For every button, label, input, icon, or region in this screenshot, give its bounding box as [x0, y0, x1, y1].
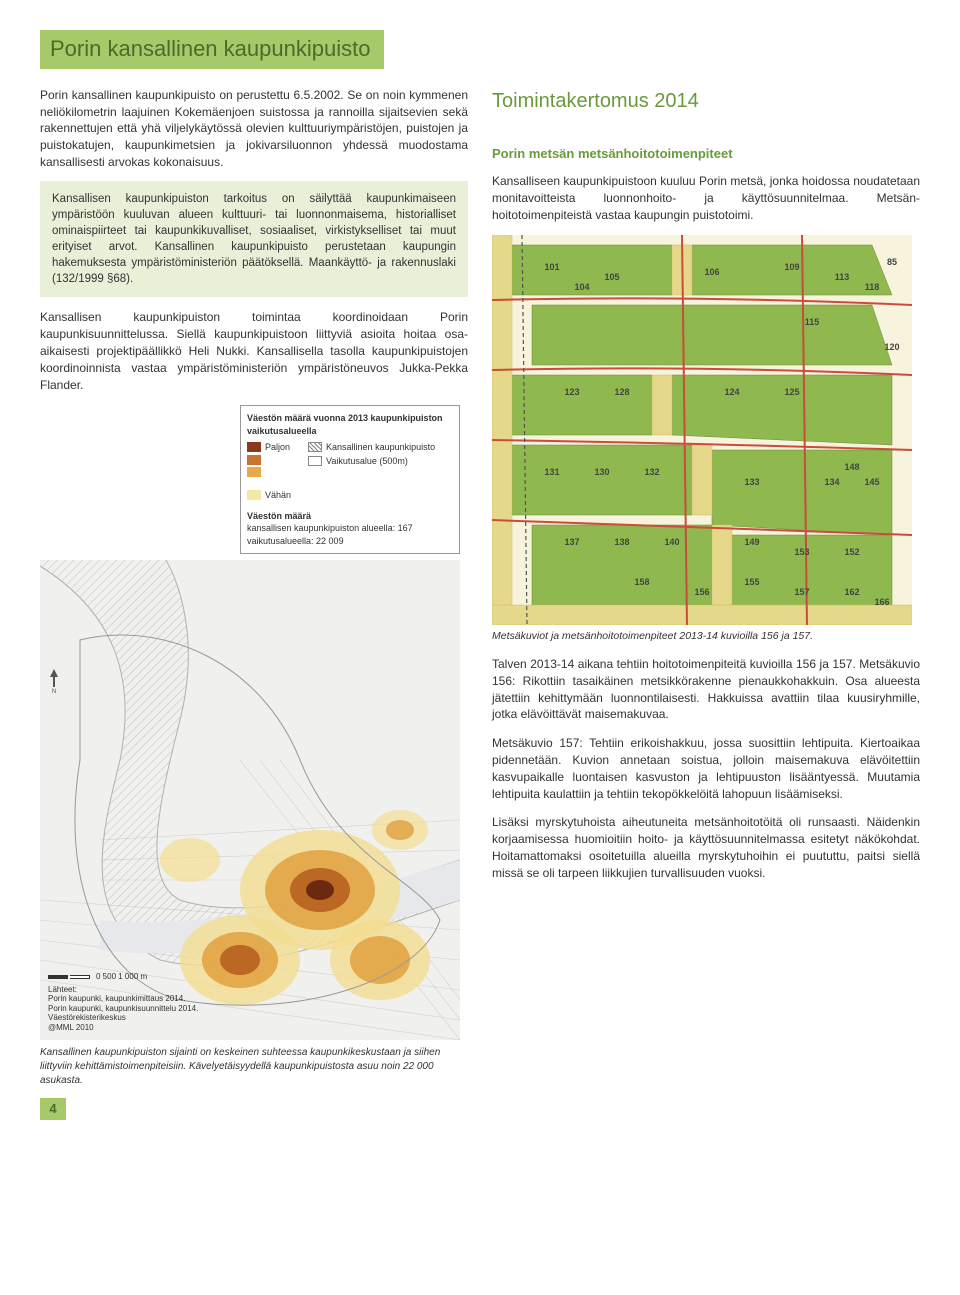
kuvio-label: 106 [704, 267, 719, 277]
swatch-kkp [308, 442, 322, 452]
swatch-vaik [308, 456, 322, 466]
kuvio-label: 130 [594, 467, 609, 477]
kuvio-label: 131 [544, 467, 559, 477]
info-box: Kansallisen kaupunkipuiston tarkoitus on… [40, 181, 468, 298]
para-157: Metsäkuvio 157: Tehtiin erikoishakkuu, j… [492, 735, 920, 802]
right-intro: Kansalliseen kaupunkipuistoon kuuluu Por… [492, 173, 920, 223]
left-column: Porin kansallinen kaupunkipuisto on peru… [40, 87, 468, 1089]
kuvio-label: 113 [835, 272, 850, 282]
kuvio-label: 149 [744, 537, 759, 547]
svg-text:N: N [52, 689, 56, 695]
forest-map: 101 104 105 106 109 113 118 115 120 123 128 124 125 1… [492, 235, 912, 625]
right-column: Toimintakertomus 2014 Porin metsän metsä… [492, 87, 920, 1089]
src4: @MML 2010 [48, 1023, 198, 1033]
kuvio-label: 148 [844, 462, 859, 472]
legend-vaik: Vaikutusalue (500m) [326, 455, 408, 468]
swatch-paljon [247, 442, 261, 452]
scale-label: 0 500 1 000 m [96, 972, 147, 982]
kuvio-label: 134 [824, 477, 839, 487]
legend-kkp: Kansallinen kaupunkipuisto [326, 441, 435, 454]
page-title: Porin kansallinen kaupunkipuisto [40, 30, 384, 69]
kuvio-label: 123 [564, 387, 579, 397]
legend-stat1: kansallisen kaupunkipuiston alueella: 16… [247, 522, 453, 535]
sources-title: Lähteet: [48, 985, 198, 995]
legend-vahan: Vähän [265, 489, 291, 502]
kuvio-label: 128 [614, 387, 629, 397]
kuvio-label: 109 [784, 262, 799, 272]
kuvio-label: 138 [614, 537, 629, 547]
kuvio-label: 101 [544, 262, 559, 272]
kuvio-label: 137 [564, 537, 579, 547]
kuvio-label: 118 [865, 282, 880, 292]
kuvio-label: 153 [794, 547, 809, 557]
kuvio-label: 166 [874, 597, 889, 607]
swatch-mid1 [247, 455, 261, 465]
coord-para: Kansallisen kaupunkipuiston toimintaa ko… [40, 309, 468, 393]
src2: Porin kaupunki, kaupunkisuunnittelu 2014… [48, 1004, 198, 1014]
para-lisaksi: Lisäksi myrskytuhoista aiheutuneita mets… [492, 814, 920, 881]
swatch-vahan [247, 490, 261, 500]
kuvio-label: 115 [805, 317, 820, 327]
kuvio-label: 124 [724, 387, 739, 397]
legend-stats-title: Väestön määrä [247, 510, 453, 523]
kuvio-label: 85 [887, 257, 897, 267]
swatch-mid2 [247, 467, 261, 477]
kuvio-label: 105 [604, 272, 619, 282]
legend-title: Väestön määrä vuonna 2013 kaupunkipuisto… [247, 412, 453, 437]
map2-caption: Metsäkuviot ja metsänhoitotoimenpiteet 2… [492, 629, 920, 644]
legend-paljon: Paljon [265, 441, 290, 454]
map1-sources: N 0 500 1 000 m Lähteet: Porin kaupunki,… [48, 669, 198, 1032]
population-map: N 0 500 1 000 m Lähteet: Porin kaupunki,… [40, 560, 460, 1040]
right-heading: Toimintakertomus 2014 [492, 87, 920, 115]
kuvio-label: 104 [574, 282, 589, 292]
src1: Porin kaupunki, kaupunkimittaus 2014. [48, 994, 198, 1004]
kuvio-label: 132 [644, 467, 659, 477]
kuvio-label: 125 [784, 387, 799, 397]
right-subheading: Porin metsän metsänhoitotoimenpiteet [492, 145, 920, 163]
kuvio-label: 155 [744, 577, 759, 587]
kuvio-label: 158 [634, 577, 649, 587]
kuvio-label: 162 [844, 587, 859, 597]
map1-caption: Kansallinen kaupunkipuiston sijainti on … [40, 1046, 460, 1088]
kuvio-label: 157 [794, 587, 809, 597]
kuvio-label: 152 [844, 547, 859, 557]
kuvio-label: 145 [864, 477, 879, 487]
legend-stat2: vaikutusalueella: 22 009 [247, 535, 453, 548]
kuvio-label: 133 [744, 477, 759, 487]
kuvio-label: 156 [694, 587, 709, 597]
kuvio-label: 140 [664, 537, 679, 547]
page-number: 4 [40, 1098, 66, 1120]
map1-legend: Väestön määrä vuonna 2013 kaupunkipuisto… [240, 405, 460, 554]
kuvio-label: 120 [884, 342, 899, 352]
intro-para: Porin kansallinen kaupunkipuisto on peru… [40, 87, 468, 171]
src3: Väestörekisterikeskus [48, 1013, 198, 1023]
para-talvi: Talven 2013-14 aikana tehtiin hoitotoime… [492, 656, 920, 723]
